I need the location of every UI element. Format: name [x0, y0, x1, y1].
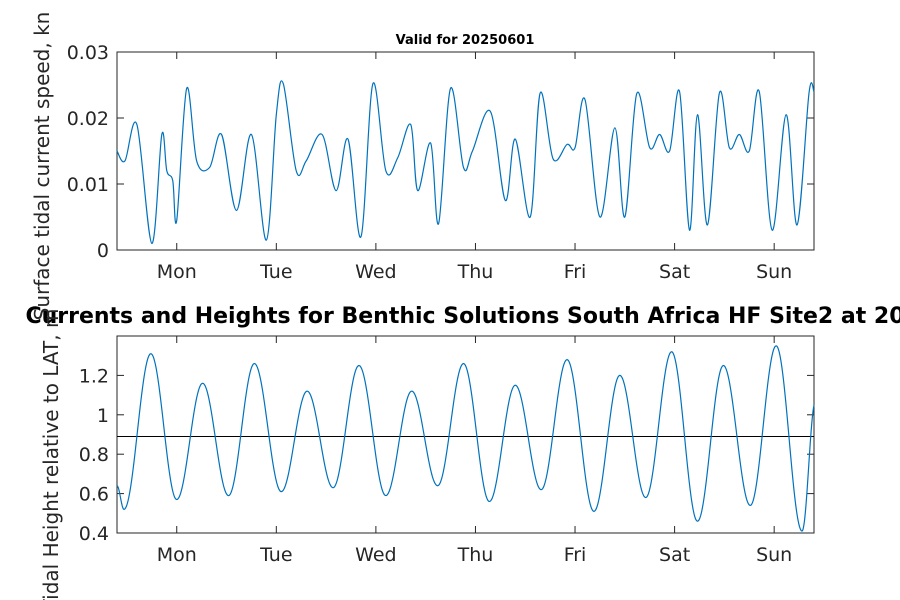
current-speed-x-tick-label-thu: Thu — [457, 261, 494, 283]
tidal-height-y-ticks: 0.4 0.6 0.8 1 1.2 — [79, 365, 814, 545]
current-speed-x-tick-label-wed: Wed — [355, 261, 396, 283]
tidal-height-x-tick-label-fri: Fri — [564, 544, 587, 566]
tidal-height-x-tick-label-wed: Wed — [355, 544, 396, 566]
current-speed-x-tick-label-sat: Sat — [659, 261, 690, 283]
tidal-height-y-tick-label: 0.6 — [79, 484, 109, 506]
tidal-height-x-tick-label-sat: Sat — [659, 544, 690, 566]
tidal-height-y-tick-label: 1.2 — [79, 365, 109, 387]
current-speed-y-tick-label: 0.01 — [67, 174, 109, 196]
current-speed-y-tick-label: 0.02 — [67, 108, 109, 130]
figure-main-title: Currents and Heights for Benthic Solutio… — [25, 304, 900, 329]
current-speed-x-tick-label-mon: Mon — [157, 261, 197, 283]
current-speed-y-tick-label: 0 — [97, 240, 109, 262]
tidal-height-x-tick-label-mon: Mon — [157, 544, 197, 566]
tidal-height-series-line — [116, 345, 815, 532]
tidal-height-axes-frame — [116, 335, 815, 534]
tidal-height-panel: 0.4 0.6 0.8 1 1.2 Mon Tue Wed Thu Fri Sat Sun — [79, 335, 815, 566]
current-speed-panel: 0 0.01 0.02 0.03 Mon Tue Wed Thu Fri Sat Sun Vali… — [67, 33, 815, 283]
current-speed-y-axis-title: Surface tidal current speed, kn — [30, 12, 54, 321]
tidal-height-x-tick-label-thu: Thu — [457, 544, 494, 566]
current-speed-x-ticks: Mon Tue Wed Thu Fri Sat Sun — [157, 52, 792, 283]
current-speed-title: Valid for 20250601 — [396, 33, 535, 48]
tidal-height-y-axis-title: Tidal Height relative to LAT, m — [39, 309, 63, 600]
tidal-height-x-tick-label-sun: Sun — [756, 544, 792, 566]
current-speed-series-line — [116, 80, 815, 245]
current-speed-x-tick-label-sun: Sun — [756, 261, 792, 283]
current-speed-y-tick-label: 0.03 — [67, 42, 109, 64]
tidal-height-y-tick-label: 0.8 — [79, 444, 109, 466]
current-speed-axes-frame — [116, 51, 815, 251]
current-speed-x-tick-label-tue: Tue — [259, 261, 292, 283]
tidal-height-y-tick-label: 0.4 — [79, 523, 109, 545]
tidal-height-x-ticks: Mon Tue Wed Thu Fri Sat Sun — [157, 336, 792, 566]
current-speed-y-ticks: 0 0.01 0.02 0.03 — [67, 42, 814, 262]
tidal-height-x-tick-label-tue: Tue — [259, 544, 292, 566]
current-speed-x-tick-label-fri: Fri — [564, 261, 587, 283]
tidal-height-y-tick-label: 1 — [97, 405, 109, 427]
